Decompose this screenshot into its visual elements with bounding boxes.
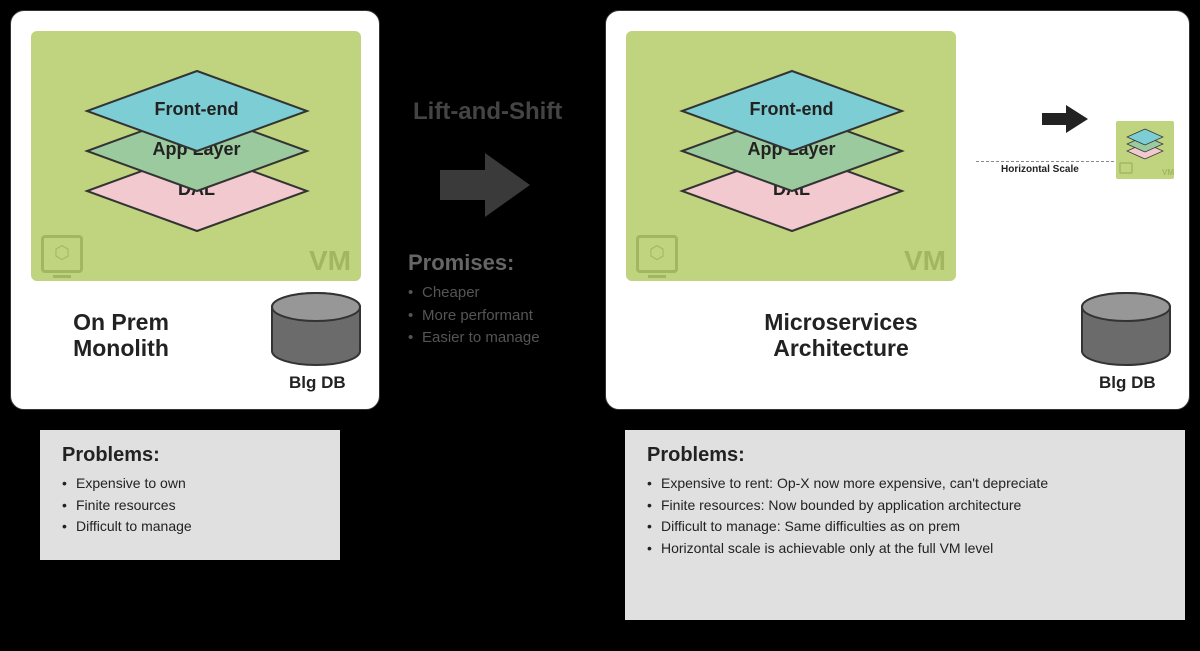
right-vm-box: ⬡ VM DAL App Layer Front-end [626, 31, 956, 281]
right-problem-1: Expensive to rent: Op-X now more expensi… [647, 473, 1163, 495]
left-problems-list: Expensive to own Finite resources Diffic… [62, 473, 318, 538]
right-db-icon [1076, 291, 1176, 376]
center-arrow-icon [430, 145, 540, 230]
hscale-label: Horizontal Scale [1001, 164, 1079, 175]
vm-monitor-icon: ⬡ [41, 235, 83, 273]
right-problems-title: Problems: [647, 444, 1163, 467]
left-db-label: Blg DB [289, 373, 346, 393]
vm-label: VM [904, 245, 946, 277]
promise-2: More performant [408, 305, 598, 328]
left-card-title: On Prem Monolith [31, 309, 211, 362]
right-problem-4: Horizontal scale is achievable only at t… [647, 538, 1163, 560]
svg-text:VM: VM [1162, 168, 1174, 177]
right-title-1: Microservices [764, 309, 917, 335]
left-title-1: On Prem [73, 309, 169, 335]
right-title-2: Architecture [773, 335, 908, 361]
right-problem-3: Difficult to manage: Same difficulties a… [647, 516, 1163, 538]
promises-list: Cheaper More performant Easier to manage [408, 282, 598, 350]
right-card: ⬡ VM DAL App Layer Front-end Horizontal … [605, 10, 1190, 410]
right-problems-list: Expensive to rent: Op-X now more expensi… [647, 473, 1163, 560]
promise-1: Cheaper [408, 282, 598, 305]
left-title-2: Monolith [73, 335, 169, 361]
right-problem-2: Finite resources: Now bounded by applica… [647, 495, 1163, 517]
right-db-label: Blg DB [1099, 373, 1156, 393]
right-card-title: Microservices Architecture [696, 309, 986, 362]
left-db-icon [266, 291, 366, 376]
hscale-arrow-icon [1038, 101, 1093, 142]
vm-label: VM [309, 245, 351, 277]
right-problems-panel: Problems: Expensive to rent: Op-X now mo… [625, 430, 1185, 620]
left-problem-3: Difficult to manage [62, 516, 318, 538]
promises-title: Promises: [408, 250, 598, 276]
left-problems-title: Problems: [62, 444, 318, 467]
left-vm-box: ⬡ VM DAL App Layer Front-end [31, 31, 361, 281]
promise-3: Easier to manage [408, 327, 598, 350]
left-problem-2: Finite resources [62, 495, 318, 517]
mini-vm-box: VM [1116, 121, 1174, 179]
vm-monitor-icon: ⬡ [636, 235, 678, 273]
promises-panel: Promises: Cheaper More performant Easier… [408, 250, 598, 350]
left-card: ⬡ VM DAL App Layer Front-end On Prem Mon… [10, 10, 380, 410]
left-problem-1: Expensive to own [62, 473, 318, 495]
left-problems-panel: Problems: Expensive to own Finite resour… [40, 430, 340, 560]
layer-frontend-label: Front-end [750, 99, 834, 120]
center-title: Lift-and-Shift [413, 98, 562, 126]
hscale-dotted-line [976, 161, 1114, 162]
layer-frontend-label: Front-end [155, 99, 239, 120]
